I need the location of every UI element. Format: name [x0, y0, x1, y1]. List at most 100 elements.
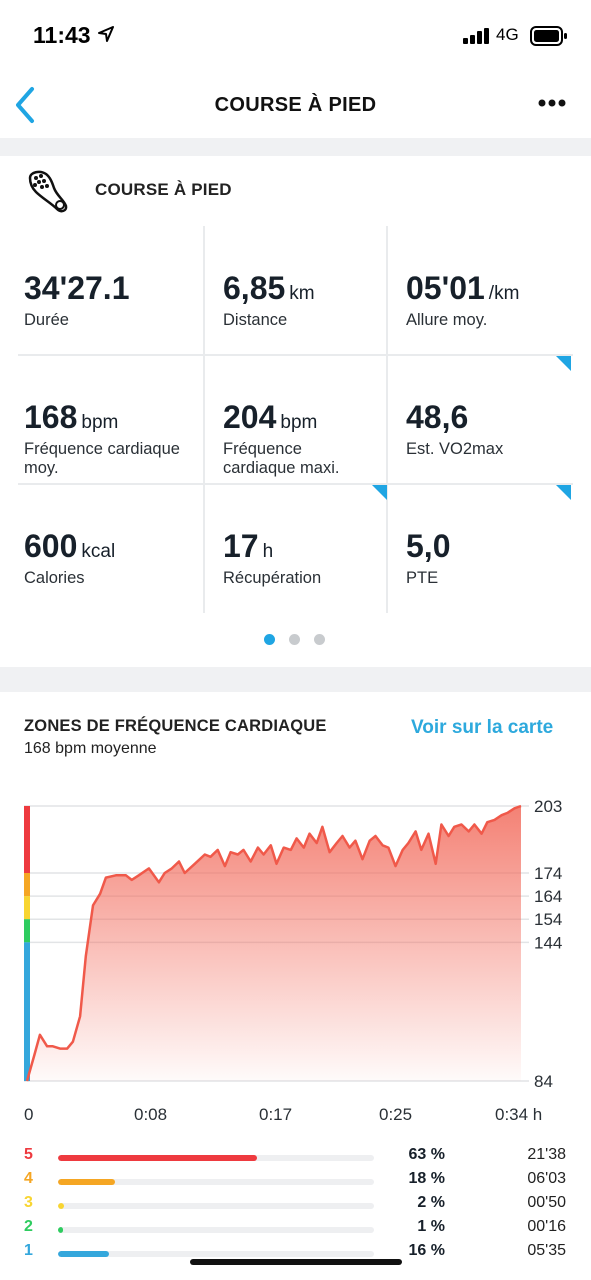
section-separator: [0, 138, 591, 156]
stat-unit: /km: [488, 283, 520, 304]
x-tick-label: 0: [24, 1105, 34, 1124]
info-corner-marker[interactable]: [556, 485, 571, 500]
zone-row-5: 5 63 % 21'38: [0, 1146, 591, 1168]
stat-calories: 600 kcal Calories: [24, 528, 194, 588]
x-tick-label: 0:08: [134, 1105, 168, 1124]
zone-percent: 18 %: [408, 1170, 445, 1187]
grid-divider: [386, 226, 388, 613]
heart-rate-chart: 203 174 164 154 144 84: [24, 797, 562, 1091]
stat-recovery: 17 h Récupération: [223, 528, 393, 588]
zone-row-3: 3 2 % 00'50: [0, 1194, 591, 1216]
stat-value: 05'01: [406, 270, 485, 306]
y-tick-label: 174: [534, 864, 562, 883]
stat-label: Fréquence cardiaque maxi.: [223, 440, 340, 477]
stat-unit: h: [262, 541, 274, 562]
zone-percent: 63 %: [408, 1146, 445, 1163]
zone-number: 5: [24, 1146, 33, 1163]
stat-label: Durée: [24, 311, 69, 329]
zone-percent: 1 %: [417, 1218, 445, 1235]
home-indicator[interactable]: [190, 1259, 402, 1265]
page-dot[interactable]: [314, 634, 325, 645]
zone-strip-band: [24, 896, 30, 920]
page-title: COURSE À PIED: [214, 94, 377, 116]
status-time: 11:43: [33, 22, 91, 48]
zone-strip-band: [24, 919, 30, 943]
grid-divider: [18, 354, 573, 356]
zone-time: 00'16: [527, 1218, 566, 1235]
location-arrow-icon: [98, 26, 114, 42]
stat-label: PTE: [406, 569, 439, 587]
zone-percent: 2 %: [417, 1194, 445, 1211]
stat-value: 5,0: [406, 528, 451, 564]
zone-bar: [58, 1155, 374, 1161]
zone-bar: [58, 1227, 374, 1233]
zone-bar-fill: [58, 1203, 65, 1209]
zone-time: 06'03: [527, 1170, 566, 1187]
page-dot[interactable]: [289, 634, 300, 645]
zone-row-4: 4 18 % 06'03: [0, 1170, 591, 1192]
info-corner-marker[interactable]: [556, 356, 571, 371]
zone-bar: [58, 1251, 374, 1257]
zone-row-2: 2 1 % 00'16: [0, 1218, 591, 1240]
zone-bar-fill: [58, 1155, 258, 1161]
zone-number: 1: [24, 1242, 33, 1259]
zone-time: 21'38: [527, 1146, 566, 1163]
y-tick-label: 154: [534, 910, 562, 929]
stat-value: 6,85: [223, 270, 286, 306]
y-tick-label: 164: [534, 887, 562, 906]
stat-value: 204: [223, 399, 277, 435]
page-dot-active[interactable]: [264, 634, 275, 645]
stat-label: Distance: [223, 311, 288, 329]
zone-bar-fill: [58, 1227, 63, 1233]
back-chevron-icon[interactable]: [10, 85, 38, 125]
zone-strip-band: [24, 942, 30, 1081]
stat-value: 34'27.1: [24, 270, 130, 306]
zone-bar: [58, 1203, 374, 1209]
zone-time: 00'50: [527, 1194, 566, 1211]
info-corner-marker[interactable]: [372, 485, 387, 500]
zone-time: 05'35: [527, 1242, 566, 1259]
stat-avg-heart-rate: 168 bpm Fréquence cardiaque moy.: [24, 399, 194, 478]
stat-label: Calories: [24, 569, 85, 587]
stat-value: 600: [24, 528, 78, 564]
y-tick-label: 203: [534, 797, 562, 816]
zone-percent: 16 %: [408, 1242, 445, 1259]
heart-rate-area: [27, 806, 521, 1081]
stat-label: Allure moy.: [406, 311, 488, 329]
stat-distance: 6,85 km Distance: [223, 270, 393, 330]
y-tick-label: 84: [534, 1072, 553, 1091]
x-tick-label: 0:25: [379, 1105, 413, 1124]
stat-unit: kcal: [81, 541, 116, 562]
x-tick-label: 0:17: [259, 1105, 293, 1124]
stat-label: Fréquence cardiaque moy.: [24, 440, 180, 477]
zone-bar: [58, 1179, 374, 1185]
stat-value: 168: [24, 399, 78, 435]
grid-divider: [203, 226, 205, 613]
zone-strip-band: [24, 806, 30, 874]
stat-value: 48,6: [406, 399, 469, 435]
stat-vo2max: 48,6 Est. VO2max: [406, 399, 576, 459]
heart-rate-line: [25, 804, 522, 1082]
x-tick-label: 0:34 h: [495, 1105, 543, 1124]
battery-icon: [530, 26, 567, 46]
more-options-icon[interactable]: [537, 95, 567, 111]
stat-unit: km: [289, 283, 315, 304]
view-on-map-link[interactable]: Voir sur la carte: [411, 717, 554, 738]
zone-bar-fill: [58, 1251, 109, 1257]
zone-number: 2: [24, 1218, 33, 1235]
hr-zones-title: ZONES DE FRÉQUENCE CARDIAQUE: [24, 717, 327, 735]
zone-bar-fill: [58, 1179, 115, 1185]
stat-label: Récupération: [223, 569, 322, 587]
network-type: 4G: [496, 25, 519, 44]
activity-title: COURSE À PIED: [95, 180, 232, 199]
zone-row-1: 1 16 % 05'35: [0, 1242, 591, 1264]
stat-unit: bpm: [81, 412, 119, 433]
stat-max-heart-rate: 204 bpm Fréquence cardiaque maxi.: [223, 399, 393, 478]
zone-number: 4: [24, 1170, 33, 1187]
stat-duration: 34'27.1 Durée: [24, 270, 194, 330]
zone-number: 3: [24, 1194, 33, 1211]
hr-zones-subtitle: 168 bpm moyenne: [24, 740, 157, 757]
stat-unit: bpm: [280, 412, 318, 433]
grid-divider: [18, 483, 573, 485]
cell-signal-icon: [463, 28, 489, 44]
